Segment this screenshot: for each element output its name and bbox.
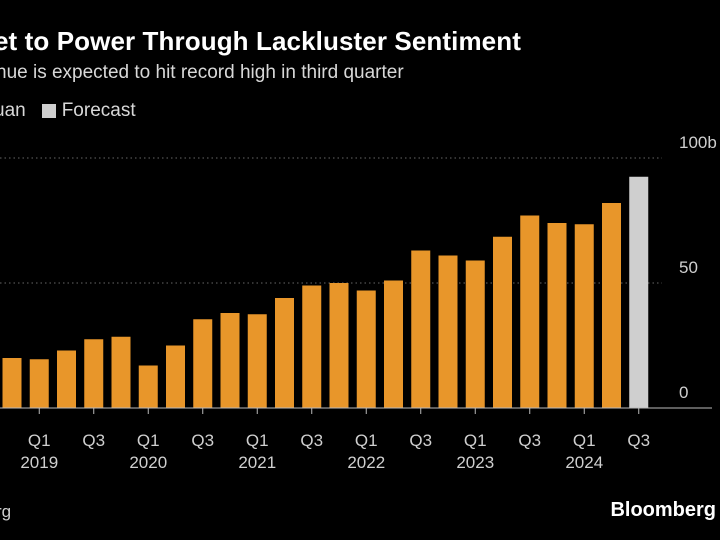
x-year-label: 2020 xyxy=(129,453,167,472)
chart-subtitle: nue is expected to hit record high in th… xyxy=(0,62,404,83)
x-quarter-label: Q3 xyxy=(82,431,105,450)
bar xyxy=(602,203,621,408)
bar xyxy=(493,236,512,408)
bar xyxy=(411,250,431,408)
bars xyxy=(2,176,649,408)
axes: 0 50 100b Q1 Q3 Q1 Q3 Q1 Q3 Q1 Q3 Q1 Q3 Q1 Q3 2019 2020 2… xyxy=(0,133,717,472)
bar xyxy=(138,365,158,408)
x-quarter-label: Q1 xyxy=(464,431,487,450)
bar xyxy=(574,224,594,408)
x-year-label: 2019 xyxy=(20,453,58,472)
x-quarter-label: Q3 xyxy=(518,431,541,450)
y-tick-label: 50 xyxy=(679,258,698,277)
x-quarter-label: Q3 xyxy=(409,431,432,450)
bar xyxy=(520,215,540,408)
x-year-label: 2023 xyxy=(456,453,494,472)
x-quarter-label: Q3 xyxy=(300,431,323,450)
x-quarter-label: Q1 xyxy=(573,431,596,450)
bar xyxy=(166,345,185,408)
x-quarter-label: Q1 xyxy=(28,431,51,450)
bar xyxy=(247,314,267,408)
x-quarter-label: Q1 xyxy=(355,431,378,450)
x-year-label: 2022 xyxy=(347,453,385,472)
bar xyxy=(84,339,104,408)
bar xyxy=(438,255,458,408)
bar xyxy=(29,359,49,408)
forecast-bar xyxy=(629,176,649,408)
bar xyxy=(2,358,22,408)
source-note: rg xyxy=(0,502,12,521)
x-quarter-label: Q1 xyxy=(137,431,160,450)
bloomberg-logo: Bloomberg xyxy=(610,499,716,521)
bar xyxy=(465,260,485,408)
bar xyxy=(356,290,376,408)
bar xyxy=(547,223,567,408)
bar xyxy=(193,319,213,408)
bar xyxy=(302,285,322,408)
x-year-label: 2024 xyxy=(565,453,603,472)
bar xyxy=(57,350,76,408)
chart-title: et to Power Through Lackluster Sentiment xyxy=(0,26,521,56)
bar xyxy=(220,313,240,408)
y-tick-label: 100b xyxy=(679,133,717,152)
legend-forecast-swatch xyxy=(41,104,56,118)
legend-actual-label: uan xyxy=(0,100,26,121)
x-year-label: 2021 xyxy=(238,453,276,472)
legend-forecast-label: Forecast xyxy=(61,100,136,121)
x-quarter-label: Q3 xyxy=(627,431,650,450)
bar xyxy=(111,336,131,408)
bar xyxy=(384,280,403,408)
bar xyxy=(275,298,294,408)
x-quarter-label: Q3 xyxy=(191,431,214,450)
legend: uan Forecast xyxy=(0,100,136,122)
bar xyxy=(329,283,349,408)
x-quarter-label: Q1 xyxy=(246,431,269,450)
y-tick-label: 0 xyxy=(679,383,688,402)
